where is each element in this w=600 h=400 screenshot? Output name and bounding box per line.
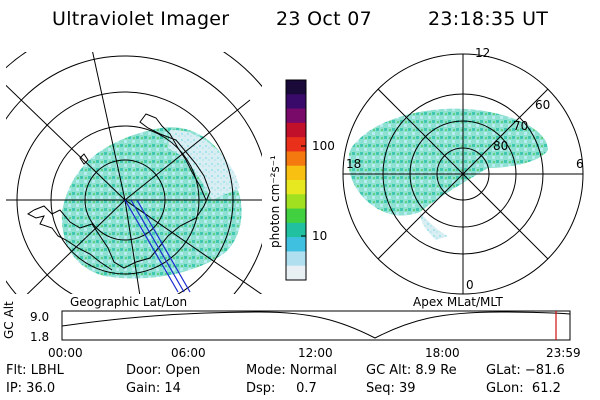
right-map-caption: Apex MLat/MLT [413, 295, 503, 309]
gc-alt-status: GC Alt: 8.9 Re [366, 363, 457, 378]
mlt-label-18: 18 [346, 157, 362, 171]
mlt-label-0: 0 [466, 278, 474, 292]
timeline-tick-0000: 00:00 [48, 346, 83, 360]
colorbar-segment [286, 151, 306, 167]
glon-status: GLon: 61.2 [486, 381, 561, 396]
colorbar-segment [286, 194, 306, 210]
timeline-tick-2359: 23:59 [546, 346, 581, 360]
seq-status: Seq: 39 [366, 381, 416, 396]
colorbar-unit-label: photon cm⁻²s⁻¹ [268, 155, 282, 248]
colorbar-segment [286, 222, 306, 238]
antarctica-coastline [33, 113, 211, 269]
colorbar-segment [286, 251, 306, 267]
mlat-label-60: 60 [535, 98, 551, 112]
filter-status: Flt: LBHL [6, 363, 64, 378]
mode-status: Mode: Normal [246, 363, 337, 378]
glat-status: GLat: −81.6 [486, 363, 565, 378]
timeline-tick-1800: 18:00 [425, 346, 460, 360]
colorbar-tick-100: 100 [312, 139, 335, 153]
gain-status: Gain: 14 [126, 381, 181, 396]
timeline-tick-0600: 06:00 [171, 346, 206, 360]
mlt-label-12: 12 [475, 46, 491, 60]
left-map-caption: Geographic Lat/Lon [70, 295, 188, 309]
mlt-label-6: 6 [576, 157, 584, 171]
altitude-timeline [61, 310, 571, 341]
colorbar-segment [286, 165, 306, 181]
timeline-axis-label: GC Alt [2, 301, 16, 339]
timeline-ymax: 9.0 [30, 310, 50, 324]
timeline-tick-1200: 12:00 [298, 346, 333, 360]
colorbar-segment [286, 108, 306, 124]
colorbar-segment [286, 208, 306, 224]
dsp-status: Dsp: 0.7 [246, 381, 317, 396]
colorbar-segment [286, 265, 306, 281]
colorbar-segment [286, 94, 306, 110]
colorbar-tick-10: 10 [312, 229, 328, 243]
colorbar-segment [286, 180, 306, 195]
aurora-oval-right [348, 108, 548, 216]
colorbar-segment [286, 122, 306, 138]
colorbar-segment [286, 137, 306, 152]
mlat-label-80: 80 [493, 139, 509, 153]
colorbar-segment [286, 237, 306, 252]
aurora-faint-left [168, 129, 240, 200]
timeline-ymin: 1.8 [30, 330, 50, 344]
door-status: Door: Open [126, 363, 201, 378]
colorbar-segment [286, 80, 306, 95]
colorbar [285, 79, 307, 281]
ip-status: IP: 36.0 [6, 381, 56, 396]
magnetic-map [342, 53, 584, 295]
time-label: 23:18:35 UT [428, 8, 549, 30]
instrument-title: Ultraviolet Imager [52, 8, 230, 30]
geographic-map [6, 52, 262, 294]
mlat-label-70: 70 [513, 119, 529, 133]
date-label: 23 Oct 07 [276, 8, 372, 30]
